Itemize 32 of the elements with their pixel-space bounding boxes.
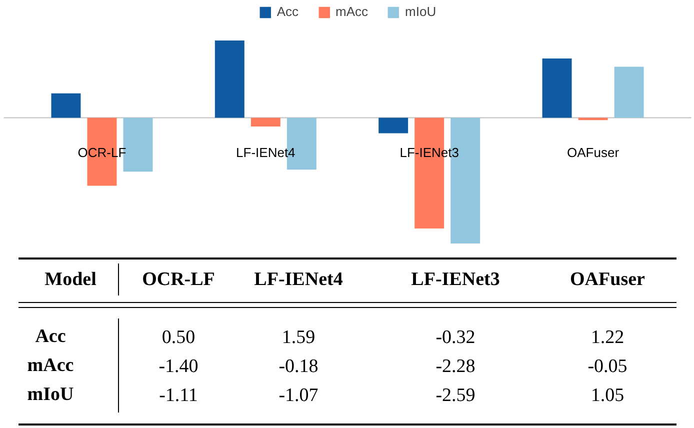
data-label: -2.59 bbox=[436, 385, 476, 406]
legend-label: mIoU bbox=[405, 4, 436, 19]
category-label: LF-IENet3 bbox=[411, 269, 500, 290]
bar bbox=[214, 40, 244, 118]
text: mIoU bbox=[27, 384, 74, 405]
category-label: OCR-LF bbox=[142, 269, 215, 290]
x-tick-label: OAFuser bbox=[567, 145, 620, 160]
data-label: 1.05 bbox=[590, 385, 624, 406]
data-label: -0.32 bbox=[436, 327, 476, 348]
bar bbox=[542, 58, 572, 118]
bar bbox=[614, 66, 644, 118]
text: Acc bbox=[35, 326, 66, 347]
category-label: OAFuser bbox=[570, 269, 645, 290]
data-label: -1.11 bbox=[159, 385, 198, 406]
bar bbox=[51, 93, 81, 118]
bar bbox=[578, 118, 608, 120]
data-label: -0.05 bbox=[588, 356, 628, 377]
x-axis-title: Model bbox=[44, 269, 96, 290]
data-label: 1.59 bbox=[282, 327, 316, 348]
data-label: 1.22 bbox=[590, 327, 624, 348]
data-label: -1.07 bbox=[278, 385, 318, 406]
data-label: -1.40 bbox=[158, 356, 198, 377]
bar bbox=[250, 118, 280, 126]
data-label: -2.28 bbox=[436, 356, 476, 377]
category-label: LF-IENet4 bbox=[254, 269, 343, 290]
data-label: 0.50 bbox=[162, 327, 196, 348]
legend-label: Acc bbox=[276, 4, 299, 19]
text: mAcc bbox=[27, 355, 74, 376]
legend-label: mAcc bbox=[336, 4, 368, 19]
bar bbox=[378, 118, 408, 134]
x-tick-label: LF-IENet4 bbox=[236, 145, 296, 160]
data-label: -0.18 bbox=[278, 356, 318, 377]
